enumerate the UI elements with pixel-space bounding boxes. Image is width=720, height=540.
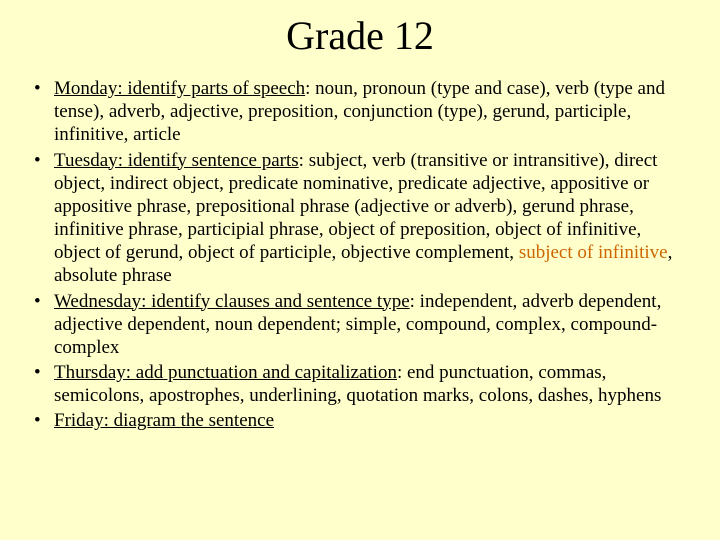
bullet-list: Monday: identify parts of speech: noun, … (30, 77, 690, 433)
slide-title: Grade 12 (30, 12, 690, 59)
list-item: Thursday: add punctuation and capitaliza… (30, 361, 690, 407)
item-lead: Wednesday: identify clauses and sentence… (54, 291, 410, 312)
list-item: Wednesday: identify clauses and sentence… (30, 290, 690, 360)
list-item: Friday: diagram the sentence (30, 409, 690, 432)
list-item: Monday: identify parts of speech: noun, … (30, 77, 690, 147)
list-item: Tuesday: identify sentence parts: subjec… (30, 149, 690, 288)
item-lead: Monday: identify parts of speech (54, 78, 305, 99)
item-lead: Thursday: add punctuation and capitaliza… (54, 362, 397, 383)
slide: Grade 12 Monday: identify parts of speec… (0, 0, 720, 540)
item-lead: Tuesday: identify sentence parts (54, 150, 299, 171)
item-lead: Friday: diagram the sentence (54, 410, 274, 431)
item-highlight: subject of infinitive (519, 242, 668, 263)
